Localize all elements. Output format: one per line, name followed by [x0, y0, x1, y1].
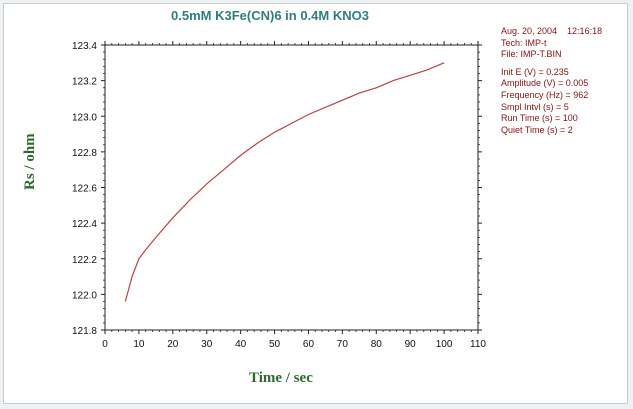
experiment-info-panel: Aug. 20, 2004 12:16:18 Tech: IMP-t File:…	[501, 26, 602, 136]
x-tick-label: 70	[337, 339, 349, 350]
data-series-line	[124, 62, 445, 302]
x-tick-label: 110	[470, 339, 486, 350]
info-param-frequency: Frequency (Hz) = 962	[501, 89, 589, 100]
x-tick-label: 50	[269, 339, 281, 350]
plot-area-border	[104, 44, 479, 331]
y-tick-label: 122.6	[72, 184, 97, 195]
x-tick-label: 40	[235, 339, 247, 350]
info-tech: Tech: IMP-t	[501, 37, 547, 48]
info-file: File: IMP-T.BIN	[501, 49, 562, 60]
y-tick-label: 123.4	[72, 41, 97, 52]
info-date-time: Aug. 20, 2004 12:16:18	[501, 26, 603, 36]
y-tick-label: 122.4	[72, 219, 97, 230]
x-tick-label: 0	[102, 339, 108, 350]
y-axis-label: Rs / ohm	[22, 133, 38, 190]
chart-title: 0.5mM K3Fe(CN)6 in 0.4M KNO3	[171, 8, 369, 23]
info-param-amplitude: Amplitude (V) = 0.005	[501, 78, 589, 89]
y-tick-label: 122.2	[72, 255, 97, 266]
info-param-sample-interval: Smpl Intvl (s) = 5	[501, 101, 569, 112]
info-param-init-e: Init E (V) = 0.235	[501, 66, 569, 77]
info-param-quiet-time: Quiet Time (s) = 2	[501, 124, 573, 135]
x-tick-label: 100	[436, 339, 453, 350]
x-tick-label: 60	[303, 339, 315, 350]
x-tick-label: 10	[133, 339, 145, 350]
y-tick-label: 121.8	[72, 326, 97, 337]
y-tick-label: 123.2	[72, 77, 97, 88]
y-tick-label: 122.8	[72, 148, 97, 159]
x-axis-label: Time / sec	[249, 370, 313, 386]
x-tick-label: 80	[371, 339, 383, 350]
info-param-run-time: Run Time (s) = 100	[501, 113, 578, 124]
x-tick-label: 90	[405, 339, 417, 350]
y-tick-label: 122.0	[72, 290, 97, 301]
chart-frame	[3, 3, 628, 404]
x-tick-label: 30	[201, 339, 213, 350]
y-tick-label: 123.0	[72, 112, 97, 123]
x-tick-label: 20	[167, 339, 179, 350]
